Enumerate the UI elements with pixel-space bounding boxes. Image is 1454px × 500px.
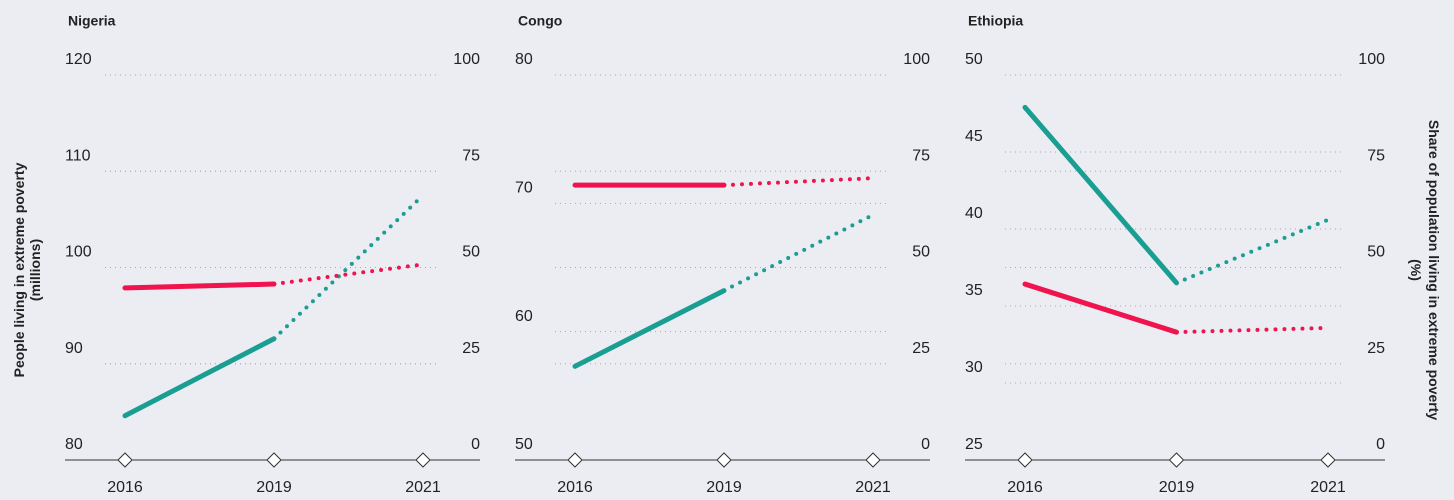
y-tick-label: 80 — [65, 436, 83, 453]
y2-tick-label: 75 — [912, 147, 930, 164]
y2-axis-title: Share of population living in extreme po… — [1408, 120, 1442, 420]
x-marker — [865, 452, 881, 468]
x-tick-label: 2019 — [706, 479, 742, 496]
y-tick-label: 110 — [65, 147, 91, 164]
y-axis-title: People living in extreme poverty(million… — [11, 162, 43, 377]
x-tick-label: 2019 — [1159, 479, 1195, 496]
y-axis-title-line: People living in extreme poverty — [11, 162, 27, 377]
y2-tick-label: 0 — [921, 436, 930, 453]
y2-tick-label: 25 — [1367, 340, 1385, 357]
panel-title: Ethiopia — [968, 13, 1023, 29]
y-axis-title-line: (millions) — [27, 239, 43, 301]
x-marker — [415, 452, 431, 468]
x-marker — [1320, 452, 1336, 468]
y2-axis-title-line: Share of population living in extreme po… — [1426, 120, 1442, 420]
line-projected — [722, 176, 875, 188]
y2-tick-label: 100 — [1358, 51, 1385, 68]
y-tick-label: 50 — [965, 51, 983, 68]
y-tick-label: 30 — [965, 359, 983, 376]
y2-tick-label: 100 — [903, 51, 930, 68]
y2-axis-title-line: (%) — [1408, 259, 1424, 281]
line-actual — [572, 288, 727, 369]
x-marker — [567, 452, 583, 468]
panel-title: Congo — [518, 13, 562, 29]
y2-tick-label: 75 — [462, 147, 480, 164]
line-projected — [1174, 217, 1330, 285]
line-actual — [1022, 104, 1179, 286]
x-marker — [716, 452, 732, 468]
x-marker — [117, 452, 133, 468]
x-tick-label: 2016 — [557, 479, 593, 496]
line-actual — [122, 336, 277, 419]
panel-title: Nigeria — [68, 13, 116, 29]
line-actual — [1022, 281, 1179, 335]
y2-tick-label: 25 — [462, 340, 480, 357]
y-tick-label: 70 — [515, 180, 533, 197]
line-projected — [1174, 325, 1330, 335]
y2-tick-label: 75 — [1367, 147, 1385, 164]
y-tick-label: 35 — [965, 282, 983, 299]
y-tick-label: 60 — [515, 308, 533, 325]
x-tick-label: 2019 — [256, 479, 292, 496]
y2-tick-label: 50 — [912, 244, 930, 261]
y-tick-label: 90 — [65, 340, 83, 357]
y2-tick-label: 0 — [471, 436, 480, 453]
y2-tick-label: 25 — [912, 340, 930, 357]
y-tick-label: 100 — [65, 244, 92, 261]
line-projected — [272, 262, 425, 287]
y-tick-label: 120 — [65, 51, 92, 68]
x-marker — [1017, 452, 1033, 468]
x-tick-label: 2016 — [1007, 479, 1043, 496]
x-tick-label: 2016 — [107, 479, 143, 496]
y-tick-label: 80 — [515, 51, 533, 68]
y2-tick-label: 50 — [462, 244, 480, 261]
x-tick-label: 2021 — [405, 479, 441, 496]
y2-tick-label: 0 — [1376, 436, 1385, 453]
line-projected — [722, 212, 875, 293]
line-actual — [122, 281, 277, 291]
y-tick-label: 50 — [515, 436, 533, 453]
x-marker — [266, 452, 282, 468]
x-tick-label: 2021 — [1310, 479, 1346, 496]
y-tick-label: 40 — [965, 205, 983, 222]
line-projected — [272, 193, 425, 341]
y-tick-label: 25 — [965, 436, 983, 453]
y2-tick-label: 100 — [453, 51, 480, 68]
y-tick-label: 45 — [965, 128, 983, 145]
y2-tick-label: 50 — [1367, 244, 1385, 261]
x-marker — [1168, 452, 1185, 468]
x-tick-label: 2021 — [855, 479, 891, 496]
